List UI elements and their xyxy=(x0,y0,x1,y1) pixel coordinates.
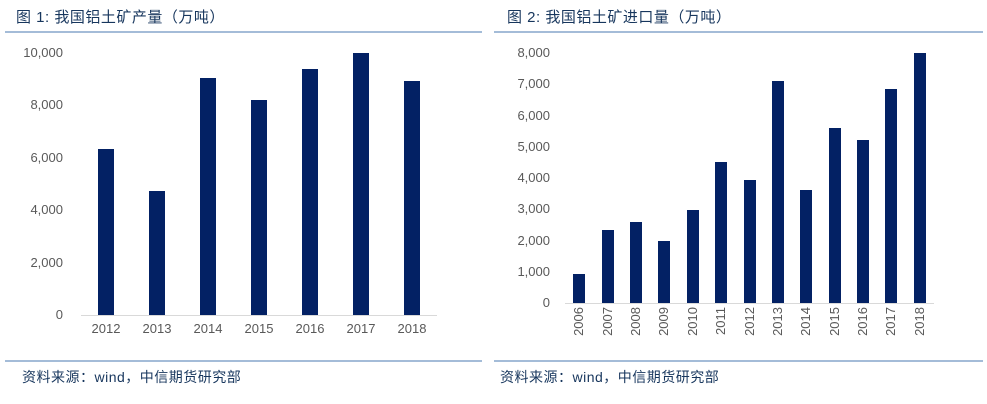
source-note: 资料来源：wind，中信期货研究部 xyxy=(22,369,242,385)
x-tick-label: 2015 xyxy=(244,321,274,336)
bar-2013 xyxy=(149,191,165,315)
x-tick-label: 2017 xyxy=(883,307,898,336)
x-axis-line xyxy=(565,303,934,304)
x-tick-label: 2007 xyxy=(600,307,615,336)
chart-title: 图 2: 我国铝土矿进口量（万吨） xyxy=(507,9,732,26)
bar-2014 xyxy=(200,78,216,315)
x-tick-label: 2015 xyxy=(827,307,842,336)
bar-2015 xyxy=(829,128,841,303)
bar-2013 xyxy=(772,81,784,303)
x-tick-label: 2013 xyxy=(770,307,785,336)
bar-2016 xyxy=(302,69,318,315)
x-tick-label: 2014 xyxy=(193,321,223,336)
x-tick-label: 2010 xyxy=(685,307,700,336)
y-tick-label: 3,000 xyxy=(517,201,550,217)
bar-2016 xyxy=(857,140,869,303)
source-note: 资料来源：wind，中信期货研究部 xyxy=(500,369,720,385)
x-tick-label: 2006 xyxy=(571,307,586,336)
bar-2012 xyxy=(744,180,756,303)
x-tick-label: 2016 xyxy=(295,321,325,336)
y-tick-label: 7,000 xyxy=(517,76,550,92)
chart-panel-production: 图 1: 我国铝土矿产量（万吨） 0 2,000 4,000 6,000 8,000 10… xyxy=(0,0,490,404)
bar-2007 xyxy=(602,230,614,303)
bar-2014 xyxy=(800,190,812,303)
x-tick-label: 2014 xyxy=(798,307,813,336)
x-tick-label: 2018 xyxy=(397,321,427,336)
y-tick-label: 2,000 xyxy=(517,232,550,248)
bar-2008 xyxy=(630,222,642,303)
bar-chart-imports: 0 1,000 2,000 3,000 4,000 5,000 6,000 7,000 8,00… xyxy=(490,0,987,404)
x-tick-label: 2011 xyxy=(713,307,728,335)
x-tick-label: 2012 xyxy=(91,321,121,336)
title-divider xyxy=(5,31,482,33)
y-tick-label: 0 xyxy=(55,307,63,322)
title-divider xyxy=(494,31,983,33)
source-divider xyxy=(5,360,482,362)
chart-title: 图 1: 我国铝土矿产量（万吨） xyxy=(16,9,225,26)
y-tick-label: 8,000 xyxy=(517,45,550,60)
bar-2015 xyxy=(251,100,267,315)
y-tick-label: 4,000 xyxy=(517,170,550,185)
bar-2011 xyxy=(715,162,727,303)
chart-panel-imports: 图 2: 我国铝土矿进口量（万吨） 0 1,000 2,000 3,000 4,000 5… xyxy=(490,0,987,404)
y-tick-label: 5,000 xyxy=(517,138,550,154)
x-tick-label: 2013 xyxy=(142,321,172,336)
y-tick-label: 2,000 xyxy=(30,254,63,270)
x-tick-label: 2016 xyxy=(855,307,870,336)
x-tick-label: 2009 xyxy=(656,307,671,336)
bar-2018 xyxy=(404,81,420,315)
bar-2018 xyxy=(914,53,926,303)
y-tick-label: 6,000 xyxy=(30,149,63,165)
source-divider xyxy=(494,360,983,362)
y-tick-label: 8,000 xyxy=(30,97,63,113)
y-tick-label: 4,000 xyxy=(30,202,63,218)
y-tick-label: 0 xyxy=(542,295,550,310)
x-tick-label: 2012 xyxy=(742,307,757,336)
bar-2012 xyxy=(98,149,114,315)
y-tick-label: 10,000 xyxy=(23,45,63,60)
bar-2006 xyxy=(573,274,585,303)
bar-2009 xyxy=(658,241,670,303)
x-axis-line xyxy=(81,315,437,316)
bar-2017 xyxy=(885,89,897,303)
bar-2017 xyxy=(353,53,369,315)
y-tick-label: 6,000 xyxy=(517,107,550,123)
x-tick-label: 2017 xyxy=(346,321,376,336)
x-tick-label: 2008 xyxy=(628,307,643,336)
bar-2010 xyxy=(687,210,699,303)
y-tick-label: 1,000 xyxy=(517,263,550,279)
x-tick-label: 2018 xyxy=(912,307,927,336)
bar-chart-production: 0 2,000 4,000 6,000 8,000 10,000 2012 2013 2014 2… xyxy=(0,0,490,404)
